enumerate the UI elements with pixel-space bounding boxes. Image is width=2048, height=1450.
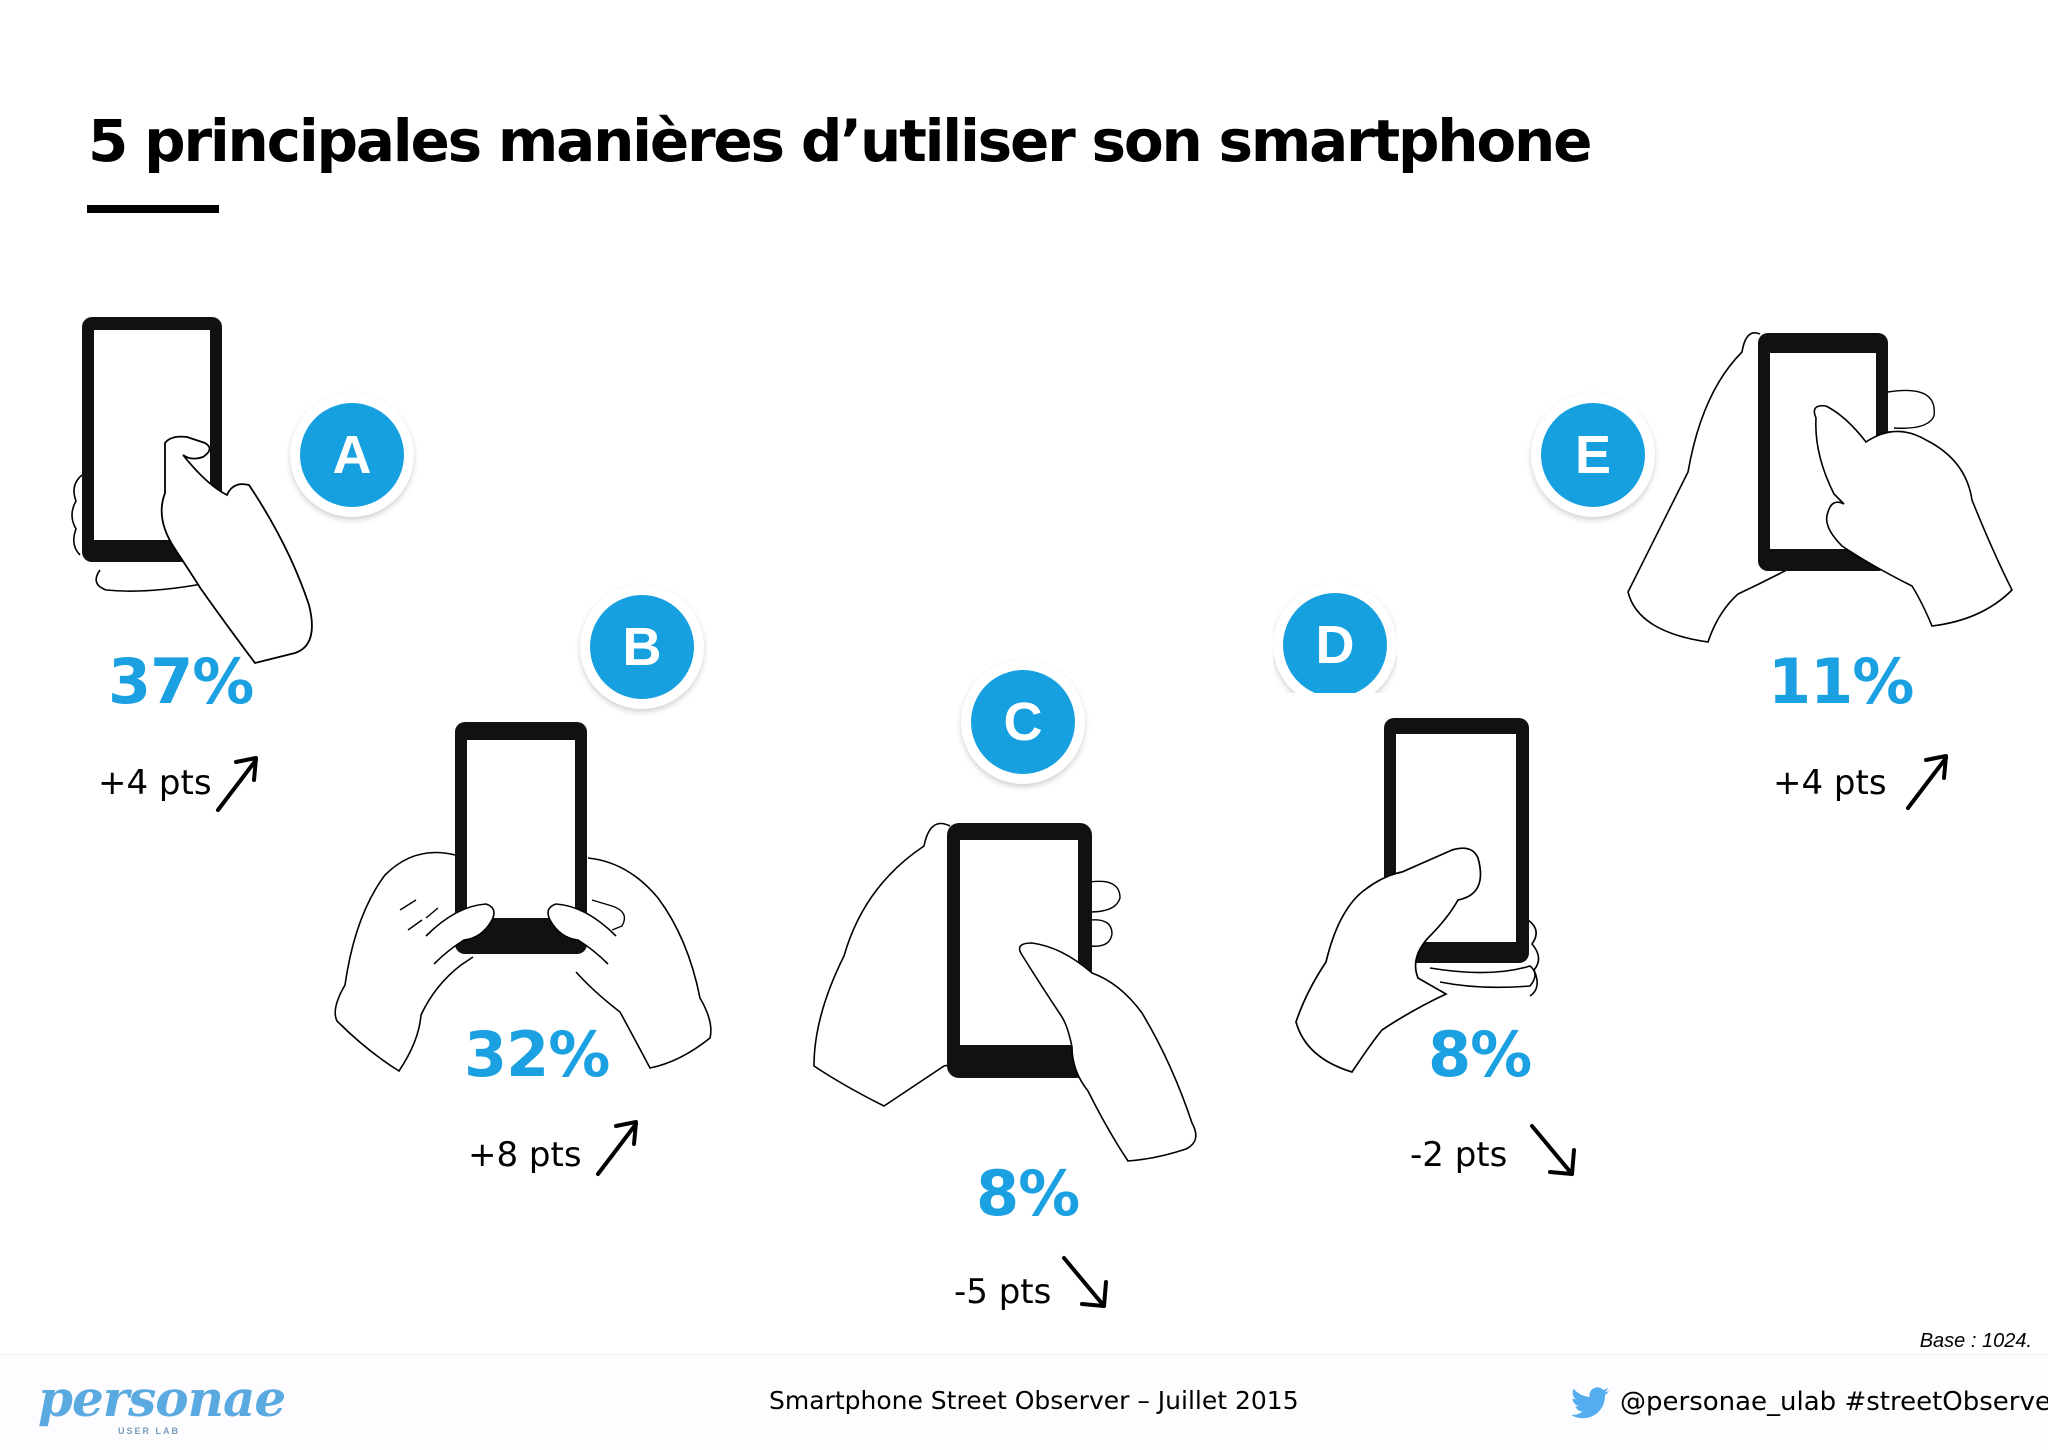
badge-e: E [1531,393,1655,517]
badge-d-letter: D [1283,593,1387,693]
trend-up-arrow-icon [1906,754,1948,810]
badge-e-letter: E [1541,403,1645,507]
badge-b-letter: B [590,595,694,699]
percent-e: 11% [1768,645,1914,718]
delta-b: +8 pts [468,1135,582,1175]
badge-a: A [290,393,414,517]
percent-d: 8% [1428,1018,1532,1091]
illustration-cradle-index-icon [813,822,1197,1162]
trend-up-arrow-icon [596,1120,638,1176]
footer-twitter-handle[interactable]: @personae_ulab #streetObserver [1620,1387,2048,1417]
illustration-hold-index-icon [1627,332,2013,643]
trend-up-arrow-icon [216,756,258,812]
delta-c: -5 pts [954,1272,1052,1312]
title-underline [87,205,219,213]
badge-b: B [580,585,704,709]
badge-c-letter: C [971,670,1075,774]
percent-a: 37% [108,645,254,718]
delta-d: -2 pts [1410,1135,1508,1175]
page-title: 5 principales manières d’utiliser son sm… [88,107,1592,175]
trend-down-arrow-icon [1062,1256,1108,1308]
illustration-one-hand-left-thumb-icon [1295,718,1540,1073]
footer-bar [0,1354,2048,1450]
delta-e: +4 pts [1773,763,1887,803]
illustration-two-thumbs-icon [334,722,712,1073]
base-note: Base : 1024. [1919,1330,2032,1352]
percent-b: 32% [464,1018,610,1091]
personae-logo: personae [38,1369,286,1428]
badge-c: C [961,660,1085,784]
illustration-one-hand-thumb-icon [71,317,313,665]
personae-logo-sub: USER LAB [118,1426,181,1436]
delta-a: +4 pts [98,763,212,803]
badge-a-letter: A [300,403,404,507]
twitter-bird-icon [1571,1387,1609,1419]
trend-down-arrow-icon [1530,1124,1576,1176]
badge-d: D [1273,583,1397,693]
percent-c: 8% [976,1157,1080,1230]
footer-source: Smartphone Street Observer – Juillet 201… [769,1386,1299,1415]
